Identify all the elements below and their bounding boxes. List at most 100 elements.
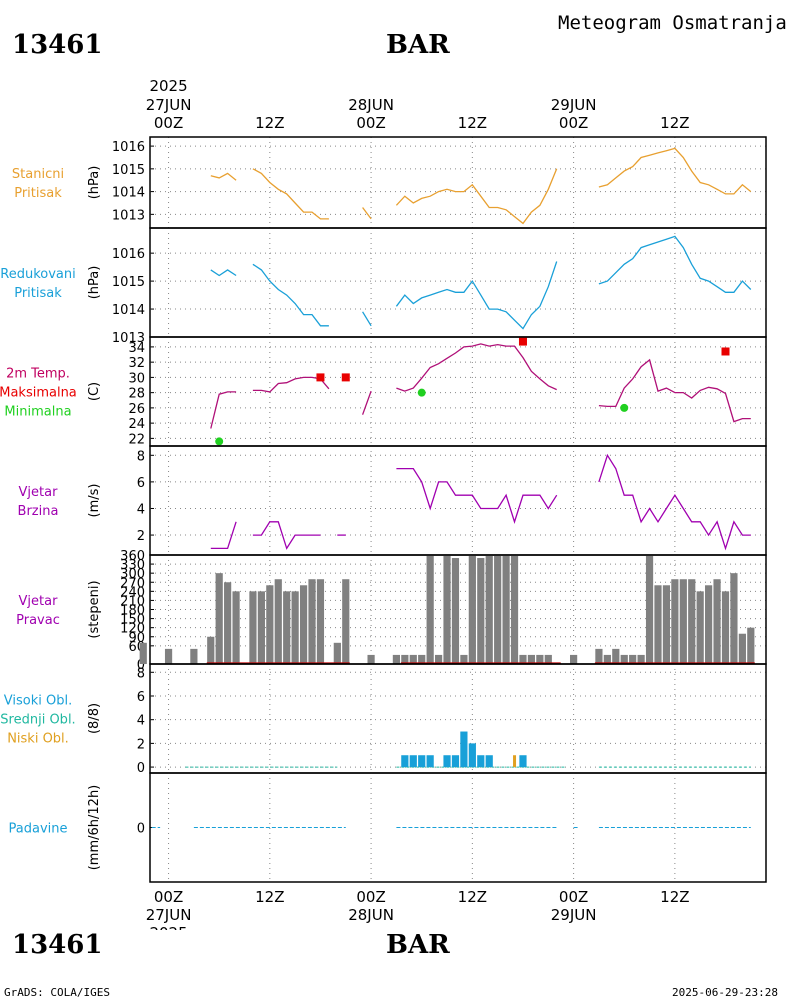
top-year-label: 2025 bbox=[149, 77, 187, 95]
wind-speed-y-tick-label: 8 bbox=[137, 449, 145, 464]
wind-direction-y-tick-label: 0 bbox=[137, 658, 145, 673]
wind-direction-bar bbox=[164, 648, 173, 664]
pressure-reduced-y-tick-label: 1014 bbox=[112, 303, 145, 318]
wind-speed-series-line bbox=[210, 521, 237, 550]
wind-direction-bar bbox=[139, 642, 147, 664]
pressure-reduced-y-tick-label: 1016 bbox=[112, 247, 145, 262]
station-id: 13461 bbox=[12, 30, 103, 60]
temperature-series-line bbox=[361, 390, 372, 415]
tmax-marker bbox=[518, 337, 527, 346]
cloud-high-bar bbox=[426, 755, 434, 768]
wind-speed-y-tick-label: 4 bbox=[137, 502, 145, 517]
wind-direction-bar bbox=[333, 642, 341, 664]
wind-speed-y-axis-label: (m/s) bbox=[87, 484, 102, 518]
pressure-reduced-series-line bbox=[362, 311, 372, 327]
wind-direction-bar bbox=[392, 654, 400, 664]
pressure-station-series-line bbox=[395, 168, 558, 225]
cloud-low-bar bbox=[513, 755, 517, 768]
wind-direction-y-tick-label: 240 bbox=[120, 585, 145, 600]
wind-direction-y-tick-label: 180 bbox=[120, 604, 145, 619]
clouds-y-axis-label: (8/8) bbox=[87, 703, 102, 734]
chart-subtitle: Meteogram Osmatranja bbox=[558, 12, 787, 34]
wind-direction-bar bbox=[705, 585, 713, 664]
wind-direction-bar bbox=[738, 633, 746, 664]
wind-direction-bar bbox=[299, 585, 308, 664]
wind-direction-y-tick-label: 90 bbox=[128, 631, 145, 646]
wind-direction-bar bbox=[249, 591, 257, 664]
footer-station-id: 13461 bbox=[12, 930, 103, 960]
pressure-station-y-axis-label: (hPa) bbox=[87, 166, 102, 200]
wind-direction-bar bbox=[696, 591, 704, 664]
wind-direction-bar bbox=[544, 654, 552, 664]
cloud-high-bar bbox=[418, 755, 426, 768]
footer-credit: GrADS: COLA/IGES bbox=[4, 986, 110, 999]
wind-direction-bar bbox=[266, 585, 274, 664]
temperature-y-tick-label: 34 bbox=[128, 341, 145, 356]
panel-frame bbox=[149, 772, 767, 883]
wind-speed-series-line bbox=[252, 521, 321, 550]
pressure-reduced-series-line bbox=[252, 263, 329, 327]
wind-direction-bar bbox=[519, 654, 527, 664]
wind-direction-bar bbox=[215, 573, 223, 664]
wind-speed-y-tick-label: 2 bbox=[137, 529, 145, 544]
temperature-series-line bbox=[598, 358, 751, 423]
wind-direction-y-tick-label: 270 bbox=[120, 576, 145, 591]
pressure-reduced-y-tick-label: 1015 bbox=[112, 275, 145, 290]
pressure-station-series-line bbox=[252, 168, 329, 220]
pressure-reduced-series-line bbox=[395, 261, 558, 330]
panel-frame bbox=[149, 445, 767, 556]
bottom-tick-label: 00Z bbox=[559, 888, 588, 906]
wind-direction-bar bbox=[401, 654, 409, 664]
cloud-high-bar bbox=[451, 755, 460, 768]
wind-direction-bar bbox=[477, 558, 485, 664]
wind-direction-bar bbox=[713, 579, 721, 664]
wind-direction-bar bbox=[679, 579, 687, 664]
cloud-high-bar bbox=[409, 755, 417, 768]
top-date-label: 28JUN bbox=[348, 96, 394, 114]
top-tick-label: 00Z bbox=[154, 114, 183, 132]
temperature-y-tick-label: 30 bbox=[128, 371, 145, 386]
pressure-station-y-tick-label: 1014 bbox=[112, 186, 145, 201]
clouds-legend-label: Srednji Obl. bbox=[0, 713, 75, 728]
wind-direction-y-tick-label: 300 bbox=[120, 567, 145, 582]
wind-direction-bar bbox=[434, 654, 443, 664]
pressure-reduced-y-tick-label: 1013 bbox=[112, 331, 145, 346]
wind-direction-y-tick-label: 120 bbox=[120, 622, 145, 637]
wind-direction-bar bbox=[662, 585, 671, 664]
bottom-tick-label: 12Z bbox=[660, 888, 689, 906]
wind-direction-bar bbox=[654, 585, 662, 664]
clouds-y-tick-label: 6 bbox=[137, 690, 145, 705]
pressure-reduced-series-line bbox=[210, 269, 237, 277]
temperature-y-tick-label: 32 bbox=[128, 356, 145, 371]
wind-speed-legend-label: Vjetar bbox=[19, 485, 59, 500]
wind-direction-bar bbox=[232, 591, 240, 664]
temperature-series-line bbox=[252, 376, 330, 393]
temperature-y-tick-label: 24 bbox=[128, 417, 145, 432]
wind-direction-bar bbox=[570, 654, 578, 664]
wind-direction-bar bbox=[283, 591, 291, 664]
wind-direction-bar bbox=[418, 654, 426, 664]
bottom-tick-label: 00Z bbox=[154, 888, 183, 906]
wind-direction-bar bbox=[645, 555, 654, 664]
wind-direction-bar bbox=[291, 591, 299, 664]
panel-frame bbox=[149, 227, 767, 338]
wind-direction-bar bbox=[257, 591, 265, 664]
wind-direction-bar bbox=[367, 654, 375, 664]
precipitation-y-tick-label: 0 bbox=[137, 822, 145, 837]
cloud-high-bar bbox=[443, 755, 451, 768]
tmax-marker bbox=[341, 373, 350, 382]
pressure-station-legend-label: Stanicni bbox=[12, 167, 64, 182]
wind-direction-bar bbox=[527, 654, 536, 664]
tmax-marker bbox=[316, 373, 325, 382]
station-place: BAR bbox=[386, 30, 450, 60]
pressure-reduced-legend-label: Redukovani bbox=[0, 267, 75, 282]
temperature-legend-label: 2m Temp. bbox=[6, 367, 70, 382]
cloud-high-bar bbox=[460, 731, 468, 768]
wind-direction-bar bbox=[671, 579, 679, 664]
wind-direction-bar bbox=[443, 555, 451, 664]
pressure-reduced-series-line bbox=[598, 235, 752, 293]
wind-direction-bar bbox=[620, 654, 628, 664]
wind-direction-bar bbox=[190, 648, 198, 664]
panel-frame bbox=[149, 136, 767, 229]
temperature-series-line bbox=[396, 343, 557, 392]
